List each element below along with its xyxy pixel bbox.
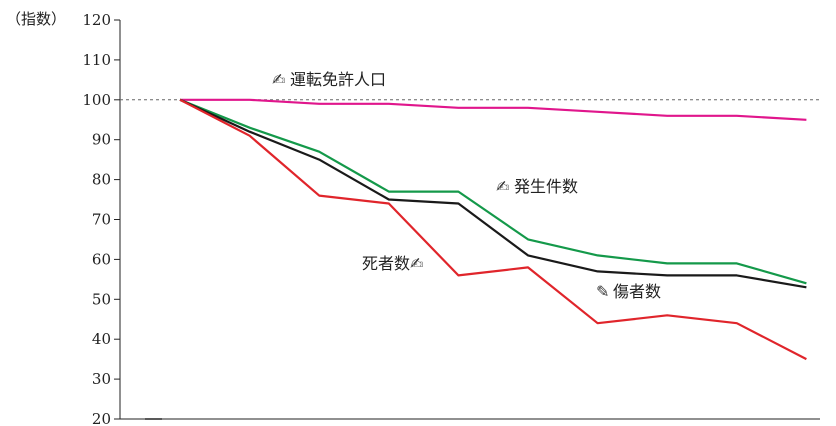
y-tick-label: 90 (92, 131, 111, 149)
series-line-0 (180, 98, 807, 121)
y-axis-label: （指数） (6, 10, 66, 28)
series-line-1 (179, 98, 807, 285)
series-labels: ✍ 運転免許人口✍ 発生件数✎ 傷者数✍死者数 (272, 70, 661, 301)
series-label-1: 発生件数 (514, 177, 578, 196)
series-line-3 (179, 98, 807, 361)
y-axis: 20 30 40 50 60 70 80 90 100 110 120 (82, 11, 820, 426)
series-label-0: 運転免許人口 (290, 70, 386, 89)
y-tick-label: 70 (92, 211, 111, 229)
series-label-2: 傷者数 (613, 282, 661, 301)
y-tick-label: 20 (92, 410, 111, 426)
series-label-3: 死者数 (362, 254, 410, 273)
pointer-hand-icon: ✍ (496, 177, 509, 196)
series-lines (179, 98, 807, 361)
pointer-hand-icon: ✎ (596, 282, 609, 301)
y-tick-label: 30 (92, 370, 111, 388)
series-line-2 (179, 98, 807, 289)
y-tick-label: 40 (92, 330, 111, 348)
pointer-hand-icon: ✍ (410, 254, 423, 273)
y-tick-label: 60 (92, 250, 111, 268)
pointer-hand-icon: ✍ (272, 70, 285, 89)
y-tick-label: 100 (82, 91, 111, 109)
y-tick-label: 110 (82, 51, 111, 69)
y-tick-label: 80 (92, 171, 111, 189)
y-tick-label: 120 (82, 11, 111, 29)
y-tick-label: 50 (92, 290, 111, 308)
